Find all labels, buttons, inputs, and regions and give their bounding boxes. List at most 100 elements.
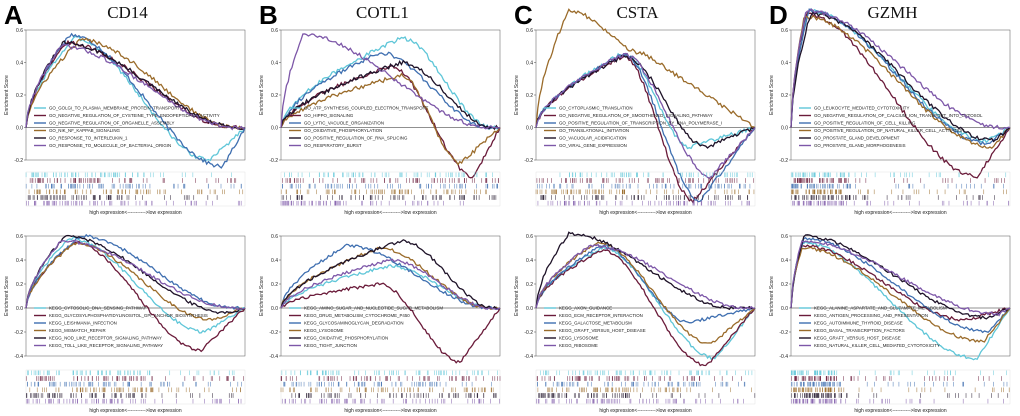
gsea-plot-kegg: 0.6 0.4 0.2 0.0 -0.2 -0.4 Enrichment Score KEGG… — [259, 234, 501, 414]
y-tick-label: 0.6 — [271, 234, 278, 240]
x-axis-label: high expression<----------->low expressi… — [344, 408, 436, 414]
es-curve-2 — [280, 282, 501, 364]
y-tick-label: 0.0 — [526, 306, 533, 312]
y-tick-label: -0.4 — [779, 354, 788, 360]
legend-label: GO_NIK_NF_KAPPAB_SIGNALING — [49, 128, 121, 133]
y-tick-label: 0.2 — [271, 93, 278, 99]
legend-label: GO_PROSTATE_GLAND_MORPHOGENESIS — [814, 143, 906, 148]
legend-label: KEGG_OXIDATIVE_PHOSPHORYLATION — [304, 336, 388, 341]
rug-plot — [25, 171, 246, 207]
panel-letter: D — [769, 0, 788, 30]
y-tick-label: 0.0 — [16, 306, 23, 312]
es-curve-6 — [790, 239, 1011, 317]
legend-label: KEGG_NOD_LIKE_RECEPTOR_SIGNALING_PATHWAY — [49, 336, 162, 341]
y-tick-label: 0.0 — [271, 125, 278, 131]
y-tick-label: 0.2 — [526, 93, 533, 99]
es-curve-6 — [25, 43, 246, 131]
legend-label: GO_POSITIVE_REGULATION_OF_TRANSCRIPTION_… — [559, 121, 722, 126]
legend-label: KEGG_TOLL_LIKE_RECEPTOR_SIGNALING_PATHWA… — [49, 343, 163, 348]
legend-label: GO_LYTIC_VACUOLE_ORGANIZATION — [304, 121, 384, 126]
es-curve-6 — [280, 258, 501, 311]
es-curve-4 — [790, 246, 1011, 343]
x-axis-label: high expression<----------->low expressi… — [854, 408, 946, 414]
panel-c: C CSTA 0.6 0.4 0.2 0.0 -0.2 Enrichment Score GO_… — [514, 0, 756, 414]
rug-plot — [280, 171, 501, 207]
y-tick-label: 0.2 — [271, 282, 278, 288]
rug-plot — [790, 171, 1011, 207]
y-tick-label: -0.4 — [524, 354, 533, 360]
legend-label: KEGG_NATURAL_KILLER_CELL_MEDIATED_CYTOTO… — [814, 343, 940, 348]
rug-plot — [25, 369, 246, 405]
legend-label: KEGG_AUTOIMMUNE_THYROID_DISEASE — [814, 321, 903, 326]
x-axis-label: high expression<----------->low expressi… — [89, 210, 181, 216]
rug-plot — [280, 369, 501, 405]
y-axis-label: Enrichment Score — [259, 276, 265, 316]
y-axis-label: Enrichment Score — [514, 75, 520, 115]
es-curve-6 — [535, 52, 756, 179]
es-curve-3 — [790, 236, 1011, 334]
legend-label: GO_PROSTATE_GLAND_DEVELOPMENT — [814, 136, 900, 141]
legend-label: GO_POSITIVE_REGULATION_OF_RNA_SPLICING — [304, 136, 408, 141]
y-tick-label: -0.2 — [779, 158, 788, 164]
y-tick-label: -0.4 — [269, 354, 278, 360]
y-tick-label: 0.4 — [781, 60, 788, 66]
rug-frame — [790, 171, 1011, 207]
legend-label: GO_GOLGI_TO_PLASMA_MEMBRANE_PROTEIN_TRAN… — [49, 106, 180, 111]
es-curve-4 — [535, 8, 756, 129]
gsea-plot-go: 0.6 0.4 0.2 0.0 -0.2 Enrichment Score GO_ATP_S… — [259, 28, 501, 216]
x-axis-label: high expression<----------->low expressi… — [599, 408, 691, 414]
legend-label: KEGG_MISMATCH_REPAIR — [49, 328, 106, 333]
es-curve-2 — [790, 12, 1011, 179]
panel-letter: B — [259, 0, 278, 30]
legend-label: KEGG_DRUG_METABOLISM_CYTOCHROME_P450 — [304, 313, 410, 318]
plot-frame — [790, 235, 1011, 357]
y-tick-label: 0.0 — [271, 306, 278, 312]
rug-frame — [25, 171, 246, 207]
panel-gene-title: COTL1 — [356, 3, 409, 22]
legend-label: GO_RESPONSE_TO_MOLECULE_OF_BACTERIAL_ORI… — [49, 143, 171, 148]
legend-label: KEGG_BASAL_TRANSCRIPTION_FACTORS — [814, 328, 905, 333]
legend-label: GO_RESPIRATORY_BURST — [304, 143, 362, 148]
legend-label: KEGG_LYSOSOME — [559, 336, 599, 341]
y-tick-label: 0.6 — [526, 234, 533, 240]
gsea-plot-go: 0.6 0.4 0.2 0.0 -0.2 Enrichment Score GO_CYTOP… — [514, 8, 756, 216]
gsea-plot-kegg: 0.6 0.4 0.2 0.0 -0.2 -0.4 Enrichment Score KEGG… — [4, 233, 246, 414]
gsea-plot-kegg: 0.6 0.4 0.2 0.0 -0.2 -0.4 Enrichment Score KEGG… — [769, 234, 1011, 414]
legend-label: GO_CYTOPLASMIC_TRANSLATION — [559, 106, 633, 111]
legend-label: KEGG_RIBOSOME — [559, 343, 598, 348]
y-tick-label: 0.6 — [526, 28, 533, 34]
es-curve-2 — [790, 244, 1011, 322]
es-curve-4 — [25, 37, 246, 130]
y-tick-label: 0.6 — [781, 28, 788, 34]
es-curve-3 — [535, 53, 756, 203]
y-tick-label: 0.4 — [16, 60, 23, 66]
y-tick-label: -0.2 — [524, 330, 533, 336]
panel-gene-title: GZMH — [867, 3, 917, 22]
y-tick-label: 0.6 — [16, 28, 23, 34]
es-curve-5 — [535, 231, 756, 311]
y-tick-label: 0.6 — [271, 28, 278, 34]
legend-label: KEGG_GLYCOSYLPHOSPHATIDYLINOSITOL_GPI_AN… — [49, 313, 208, 318]
legend-label: KEGG_AMINO_SUGAR_AND_NUCLEOTIDE_SUGAR_ME… — [304, 306, 443, 311]
legend-label: KEGG_GRAFT_VERSUS_HOST_DISEASE — [814, 336, 901, 341]
es-curve-6 — [280, 33, 501, 130]
legend-label: KEGG_CYTOSOLIC_DNA_SENSING_PATHWAY — [49, 306, 146, 311]
es-curve-1 — [790, 241, 1011, 361]
gsea-plot-go: 0.6 0.4 0.2 0.0 -0.2 Enrichment Score GO_LEUKO… — [769, 7, 1011, 216]
es-curve-1 — [535, 52, 756, 150]
es-curve-3 — [25, 233, 246, 311]
y-axis-label: Enrichment Score — [4, 276, 10, 316]
y-tick-label: -0.2 — [269, 330, 278, 336]
legend-label: GO_POSITIVE_REGULATION_OF_CELL_KILLING — [814, 121, 916, 126]
plot-frame — [25, 235, 246, 357]
y-tick-label: 0.2 — [526, 282, 533, 288]
gsea-plot-kegg: 0.6 0.4 0.2 0.0 -0.2 -0.4 Enrichment Score KEGG… — [514, 231, 756, 414]
es-curve-1 — [25, 236, 246, 334]
es-curve-5 — [790, 11, 1011, 143]
y-tick-label: 0.4 — [271, 60, 278, 66]
es-curve-2 — [535, 249, 756, 367]
legend-label: KEGG_AXON_GUIDANCE — [559, 306, 612, 311]
y-tick-label: -0.2 — [779, 330, 788, 336]
plot-frame — [280, 235, 501, 357]
